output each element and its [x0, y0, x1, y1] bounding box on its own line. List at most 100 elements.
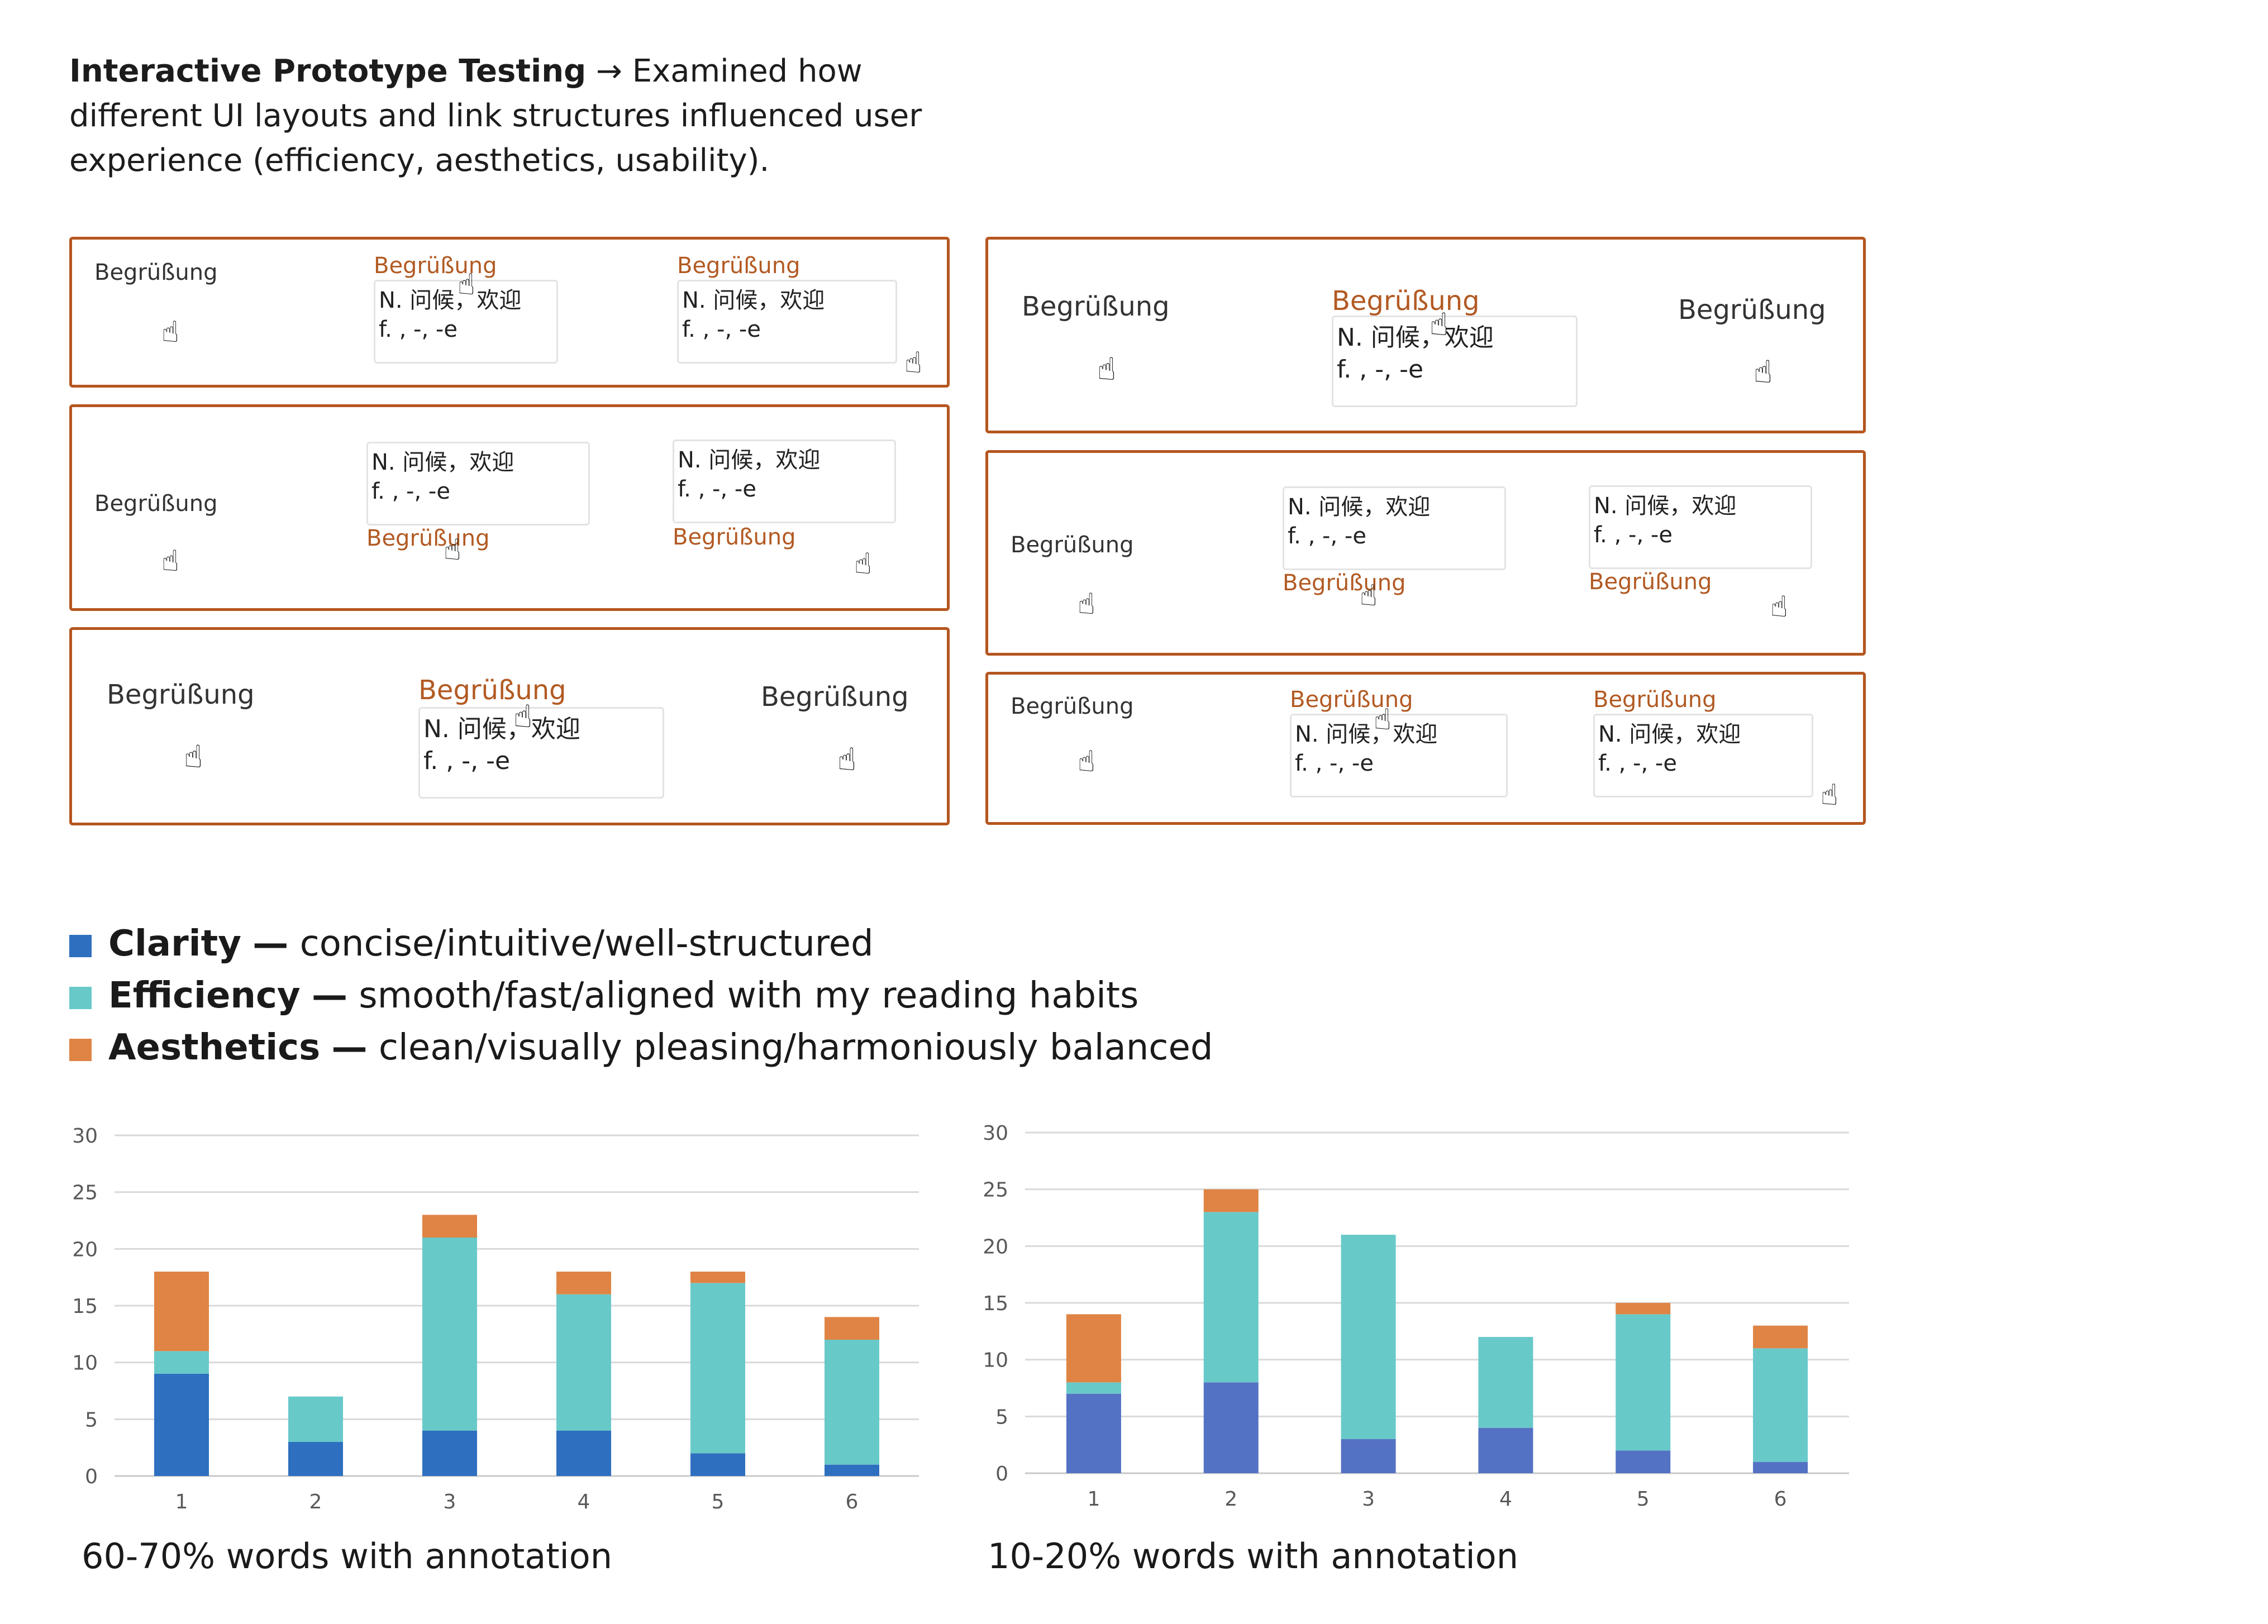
bar-efficiency-6 — [825, 1340, 879, 1465]
legend-dash: — — [331, 1027, 368, 1068]
bar-aesthetics-1 — [1066, 1314, 1121, 1383]
intro-text: Examined how different UI layouts and li… — [69, 53, 922, 179]
y-tick-label: 10 — [983, 1349, 1008, 1372]
bar-efficiency-2 — [288, 1396, 343, 1442]
highlighted-word: Begrüßung — [366, 526, 490, 551]
annotation-popup: N. 问候，欢迎 f. , -, -e — [374, 280, 558, 364]
bar-clarity-3 — [1341, 1439, 1396, 1473]
legend-swatch — [69, 1039, 92, 1061]
pointer-hand-icon: ☝ — [1821, 778, 1838, 812]
bar-efficiency-4 — [1478, 1337, 1533, 1428]
annotation-line-grammar: f. , -, -e — [371, 479, 450, 504]
annotation-line-meaning: N. 问候，欢迎 — [682, 288, 825, 313]
word-label: Begrüßung — [94, 260, 218, 285]
x-tick-label: 2 — [1224, 1488, 1237, 1511]
annotation-popup: N. 问候，欢迎 f. , -, -e — [1290, 714, 1508, 797]
highlighted-word: Begrüßung — [418, 675, 566, 706]
annotation-line-meaning: N. 问候，欢迎 — [1288, 494, 1431, 520]
x-tick-label: 2 — [309, 1491, 322, 1513]
bar-efficiency-3 — [1341, 1235, 1396, 1439]
y-tick-label: 15 — [72, 1295, 98, 1318]
bar-clarity-4 — [556, 1430, 611, 1476]
legend-name: Clarity — [108, 923, 241, 964]
annotation-popup: N. 问候，欢迎 f. , -, -e — [418, 707, 664, 799]
arrow-glyph: → — [596, 53, 622, 89]
y-tick-label: 5 — [995, 1406, 1008, 1429]
y-tick-label: 5 — [85, 1408, 98, 1431]
highlighted-word: Begrüßung — [1593, 687, 1717, 713]
chart-caption-2: 10-20% words with annotation — [988, 1536, 1519, 1577]
pointer-hand-icon: ☝ — [904, 346, 922, 380]
pointer-hand-icon: ☝ — [1754, 354, 1773, 390]
annotation-line-meaning: N. 问候，欢迎 — [379, 288, 522, 313]
chart-low-annotation: 0 5 10 15 20 25 30 1 2 3 4 5 6 — [983, 1122, 1849, 1511]
word-label: Begrüßung — [1022, 291, 1170, 322]
bar-aesthetics-3 — [422, 1215, 477, 1238]
y-tick-label: 15 — [983, 1292, 1008, 1315]
annotation-line-grammar: f. , -, -e — [1598, 751, 1677, 776]
annotation-popup: N. 问候，欢迎 f. , -, -e — [1593, 714, 1813, 797]
pointer-hand-icon: ☝ — [444, 533, 461, 567]
y-tick-label: 25 — [983, 1179, 1008, 1202]
annotation-popup: N. 问候，欢迎 f. , -, -e — [366, 442, 590, 526]
pointer-hand-icon: ☝ — [513, 699, 533, 735]
annotation-line-meaning: N. 问候，欢迎 — [1594, 493, 1737, 519]
highlighted-word: Begrüßung — [673, 524, 796, 550]
annotation-popup: N. 问候，欢迎 f. , -, -e — [1332, 316, 1578, 407]
chart-high-annotation: 0 5 10 15 20 25 30 1 2 3 4 5 6 — [72, 1125, 919, 1513]
annotation-line-grammar: f. , -, -e — [1295, 751, 1374, 776]
y-tick-label: 20 — [983, 1235, 1008, 1258]
pointer-hand-icon: ☝ — [1078, 745, 1095, 778]
prototype-panel-3: Begrüßung ☝ Begrüßung N. 问候，欢迎 f. , -, -e ☝ Be… — [69, 627, 950, 825]
annotation-line-meaning: N. 问候，欢迎 — [423, 715, 580, 743]
annotation-line-grammar: f. , -, -e — [379, 317, 458, 342]
legend-dash: — — [252, 923, 289, 964]
annotation-line-grammar: f. , -, -e — [1288, 523, 1366, 549]
bar-efficiency-1 — [1066, 1382, 1121, 1394]
prototype-panel-5: Begrüßung ☝ N. 问候，欢迎 f. , -, -e Begrüßung ☝ N.… — [985, 450, 1866, 656]
legend-dash: — — [311, 975, 347, 1016]
bar-efficiency-5 — [690, 1283, 745, 1454]
prototype-panel-2: Begrüßung ☝ N. 问候，欢迎 f. , -, -e Begrüßung ☝ N.… — [69, 404, 950, 611]
pointer-hand-icon: ☝ — [1097, 351, 1117, 388]
highlighted-word: Begrüßung — [1332, 285, 1480, 317]
prototype-panel-4: Begrüßung ☝ Begrüßung N. 问候，欢迎 f. , -, -e ☝ Be… — [985, 237, 1866, 433]
bar-clarity-5 — [690, 1453, 745, 1476]
annotation-line-meaning: N. 问候，欢迎 — [678, 447, 821, 473]
bar-clarity-5 — [1616, 1450, 1671, 1473]
annotation-popup: N. 问候，欢迎 f. , -, -e — [673, 440, 896, 523]
chart-caption-1: 60-70% words with annotation — [82, 1536, 613, 1577]
highlighted-word: Begrüßung — [1290, 687, 1413, 713]
legend-desc: concise/intuitive/well-structured — [299, 923, 874, 964]
annotation-line-grammar: f. , -, -e — [423, 747, 511, 776]
bar-aesthetics-4 — [556, 1272, 611, 1295]
bar-aesthetics-5 — [1616, 1303, 1671, 1315]
intro-paragraph: Interactive Prototype Testing → Examined… — [69, 49, 985, 183]
x-tick-label: 6 — [846, 1491, 859, 1513]
legend-text: Aesthetics — clean/visually pleasing/har… — [108, 1025, 1213, 1070]
bar-clarity-4 — [1478, 1427, 1533, 1473]
annotation-line-meaning: N. 问候，欢迎 — [1598, 722, 1741, 747]
highlighted-word: Begrüßung — [374, 253, 497, 279]
bar-efficiency-5 — [1616, 1314, 1671, 1451]
legend-text: Clarity — concise/intuitive/well-structu… — [108, 921, 874, 966]
word-label: Begrüßung — [1678, 294, 1826, 326]
annotation-line-grammar: f. , -, -e — [1594, 522, 1673, 548]
pointer-hand-icon: ☝ — [1374, 703, 1392, 737]
bar-clarity-2 — [1203, 1382, 1259, 1473]
word-label: Begrüßung — [761, 681, 909, 713]
word-label: Begrüßung — [1011, 694, 1134, 719]
bar-clarity-3 — [422, 1430, 477, 1476]
pointer-hand-icon: ☝ — [854, 547, 872, 581]
annotation-popup: N. 问候，欢迎 f. , -, -e — [677, 280, 897, 364]
bar-efficiency-6 — [1753, 1348, 1808, 1462]
pointer-hand-icon: ☝ — [1360, 579, 1378, 613]
bar-clarity-2 — [288, 1442, 343, 1476]
pointer-hand-icon: ☝ — [184, 739, 203, 775]
intro-title: Interactive Prototype Testing — [69, 53, 587, 89]
word-label: Begrüßung — [107, 679, 255, 710]
bar-aesthetics-2 — [1203, 1189, 1259, 1212]
x-tick-label: 4 — [578, 1491, 590, 1513]
bar-efficiency-4 — [556, 1294, 611, 1431]
x-tick-label: 1 — [1087, 1488, 1100, 1511]
